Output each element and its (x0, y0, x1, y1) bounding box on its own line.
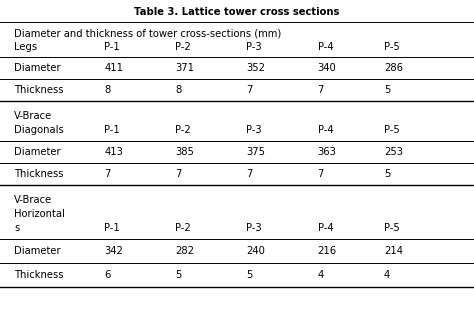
Text: 7: 7 (318, 169, 324, 179)
Text: Thickness: Thickness (14, 270, 64, 280)
Text: Diameter: Diameter (14, 246, 61, 256)
Text: 7: 7 (175, 169, 182, 179)
Text: Diagonals: Diagonals (14, 125, 64, 135)
Text: 411: 411 (104, 63, 123, 73)
Text: 4: 4 (384, 270, 390, 280)
Text: P-2: P-2 (175, 125, 191, 135)
Text: P-4: P-4 (318, 42, 333, 52)
Text: 7: 7 (318, 85, 324, 95)
Text: Thickness: Thickness (14, 85, 64, 95)
Text: 363: 363 (318, 147, 337, 157)
Text: 375: 375 (246, 147, 265, 157)
Text: Diameter: Diameter (14, 63, 61, 73)
Text: 342: 342 (104, 246, 123, 256)
Text: P-1: P-1 (104, 223, 120, 233)
Text: 253: 253 (384, 147, 403, 157)
Text: 5: 5 (246, 270, 253, 280)
Text: Diameter and thickness of tower cross-sections (mm): Diameter and thickness of tower cross-se… (14, 29, 282, 39)
Text: 7: 7 (246, 85, 253, 95)
Text: P-4: P-4 (318, 223, 333, 233)
Text: 5: 5 (175, 270, 182, 280)
Text: V-Brace: V-Brace (14, 111, 53, 121)
Text: P-2: P-2 (175, 223, 191, 233)
Text: V-Brace: V-Brace (14, 195, 53, 205)
Text: 8: 8 (104, 85, 110, 95)
Text: Diameter: Diameter (14, 147, 61, 157)
Text: P-4: P-4 (318, 125, 333, 135)
Text: 240: 240 (246, 246, 265, 256)
Text: Horizontal: Horizontal (14, 209, 65, 219)
Text: Thickness: Thickness (14, 169, 64, 179)
Text: P-5: P-5 (384, 42, 400, 52)
Text: 6: 6 (104, 270, 110, 280)
Text: 340: 340 (318, 63, 337, 73)
Text: 5: 5 (384, 85, 390, 95)
Text: 5: 5 (384, 169, 390, 179)
Text: P-3: P-3 (246, 223, 262, 233)
Text: P-1: P-1 (104, 125, 120, 135)
Text: P-2: P-2 (175, 42, 191, 52)
Text: 413: 413 (104, 147, 123, 157)
Text: 216: 216 (318, 246, 337, 256)
Text: 286: 286 (384, 63, 403, 73)
Text: P-3: P-3 (246, 42, 262, 52)
Text: 214: 214 (384, 246, 403, 256)
Text: P-1: P-1 (104, 42, 120, 52)
Text: Table 3. Lattice tower cross sections: Table 3. Lattice tower cross sections (134, 7, 340, 17)
Text: P-3: P-3 (246, 125, 262, 135)
Text: 282: 282 (175, 246, 194, 256)
Text: 7: 7 (104, 169, 110, 179)
Text: 4: 4 (318, 270, 324, 280)
Text: 8: 8 (175, 85, 182, 95)
Text: 7: 7 (246, 169, 253, 179)
Text: Legs: Legs (14, 42, 37, 52)
Text: 371: 371 (175, 63, 194, 73)
Text: 385: 385 (175, 147, 194, 157)
Text: 352: 352 (246, 63, 265, 73)
Text: P-5: P-5 (384, 223, 400, 233)
Text: P-5: P-5 (384, 125, 400, 135)
Text: s: s (14, 223, 19, 233)
